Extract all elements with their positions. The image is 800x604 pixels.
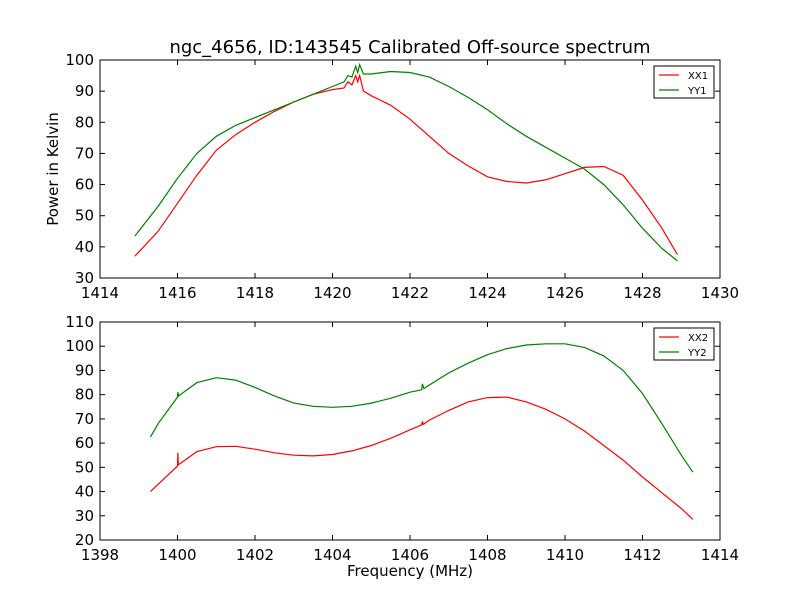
y-tick-label: 50: [75, 207, 94, 225]
x-tick-label: 1416: [158, 284, 196, 302]
series-line-XX1: [134, 73, 678, 257]
x-tick-label: 1406: [391, 546, 429, 564]
x-tick-label: 1412: [623, 546, 661, 564]
x-tick-label: 1420: [313, 284, 351, 302]
legend-box: [653, 65, 715, 99]
legend-label-XX2: XX2: [688, 333, 708, 344]
series-line-YY2: [149, 343, 694, 473]
x-tick-label: 1426: [546, 284, 584, 302]
x-tick-label: 1400: [158, 546, 196, 564]
series-line-YY1: [134, 62, 678, 262]
y-tick-label: 40: [75, 238, 94, 256]
series-line-XX2: [149, 396, 694, 520]
y-tick-label: 110: [65, 313, 94, 331]
y-tick-label: 70: [75, 410, 94, 428]
legend-box: [653, 327, 715, 361]
x-tick-label: 1410: [546, 546, 584, 564]
x-tick-label: 1424: [468, 284, 506, 302]
x-tick-label: 1402: [236, 546, 274, 564]
x-tick-label: 1430: [701, 284, 739, 302]
x-tick-label: 1428: [623, 284, 661, 302]
y-tick-label: 90: [75, 361, 94, 379]
chart-title: ngc_4656, ID:143545 Calibrated Off-sourc…: [169, 37, 650, 58]
x-tick-label: 1404: [313, 546, 351, 564]
x-tick-label: 1422: [391, 284, 429, 302]
x-tick-label: 1408: [468, 546, 506, 564]
y-tick-label: 30: [75, 269, 94, 287]
y-tick-label: 60: [75, 434, 94, 452]
plot-frame: [99, 59, 721, 279]
plot-frame: [99, 321, 721, 541]
y-tick-label: 30: [75, 507, 94, 525]
y-tick-label: 80: [75, 113, 94, 131]
y-tick-label: 50: [75, 458, 94, 476]
x-tick-label: 1398: [81, 546, 119, 564]
y-tick-label: 20: [75, 531, 94, 549]
x-tick-label: 1414: [81, 284, 119, 302]
y-tick-label: 100: [65, 51, 94, 69]
x-tick-label: 1414: [701, 546, 739, 564]
top-plot: 1414 1416 1418 1420 1422 1424 1426 1428 1430 30 40…: [65, 51, 739, 302]
x-axis-label: Frequency (MHz): [347, 562, 473, 580]
y-tick-label: 70: [75, 144, 94, 162]
x-tick-label: 1418: [236, 284, 274, 302]
legend-label-YY2: YY2: [687, 348, 707, 359]
y-tick-label: 80: [75, 386, 94, 404]
y-tick-label: 40: [75, 483, 94, 501]
y-axis-label: Power in Kelvin: [44, 112, 62, 226]
legend-label-YY1: YY1: [687, 86, 707, 97]
bottom-plot: 1398 1400 1402 1404 1406 1408 1410 1412 1414 20 30…: [65, 313, 739, 564]
y-tick-label: 100: [65, 337, 94, 355]
y-tick-label: 90: [75, 82, 94, 100]
legend-label-XX1: XX1: [688, 71, 708, 82]
y-tick-label: 60: [75, 176, 94, 194]
